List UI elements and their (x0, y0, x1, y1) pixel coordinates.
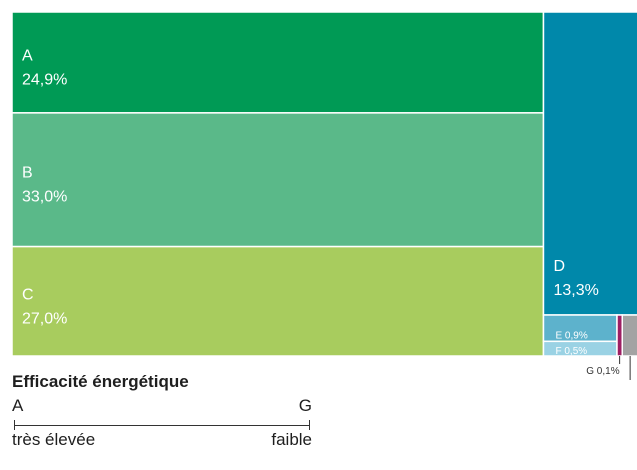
legend-letters: A G (12, 396, 322, 418)
tile-label-a: A (22, 47, 33, 64)
tile-label-e: E 0,9% (555, 330, 587, 341)
tile-sans-cecb (621, 314, 637, 357)
tile-a (11, 11, 545, 114)
tile-label-c: C (22, 286, 34, 303)
legend-scale-line (12, 420, 310, 430)
scale-tick-right (309, 420, 310, 430)
tile-e (542, 314, 618, 343)
tile-value-b: 33,0% (22, 189, 67, 206)
legend-descriptions: très élevée faible (12, 430, 322, 452)
tile-value-c: 27,0% (22, 310, 67, 327)
tile-d (542, 11, 637, 316)
legend-left-text: très élevée (12, 430, 96, 449)
tile-value-d: 13,3% (553, 282, 598, 299)
treemap-chart: A 24,9% B 33,0% C 27,0% D 13,3% E 0,9% F 0,5% G 0,… (11, 11, 637, 380)
tile-label-b: B (22, 165, 33, 182)
scale-tick-left (14, 420, 15, 430)
tile-c (11, 245, 545, 357)
callout-label-g: G 0,1% (586, 366, 619, 377)
tile-value-a: 24,9% (22, 71, 67, 88)
tile-b (11, 112, 545, 248)
legend-left-letter: A (12, 396, 24, 415)
legend-right-letter: G (298, 396, 312, 415)
scale-bar (14, 425, 310, 426)
legend: Efficacité énergétique A G très élevée f… (12, 372, 322, 452)
legend-right-text: faible (271, 430, 312, 449)
tile-label-d: D (553, 258, 565, 275)
tile-g (616, 314, 623, 357)
legend-title: Efficacité énergétique (12, 372, 189, 391)
tile-label-f: F 0,5% (555, 346, 587, 357)
